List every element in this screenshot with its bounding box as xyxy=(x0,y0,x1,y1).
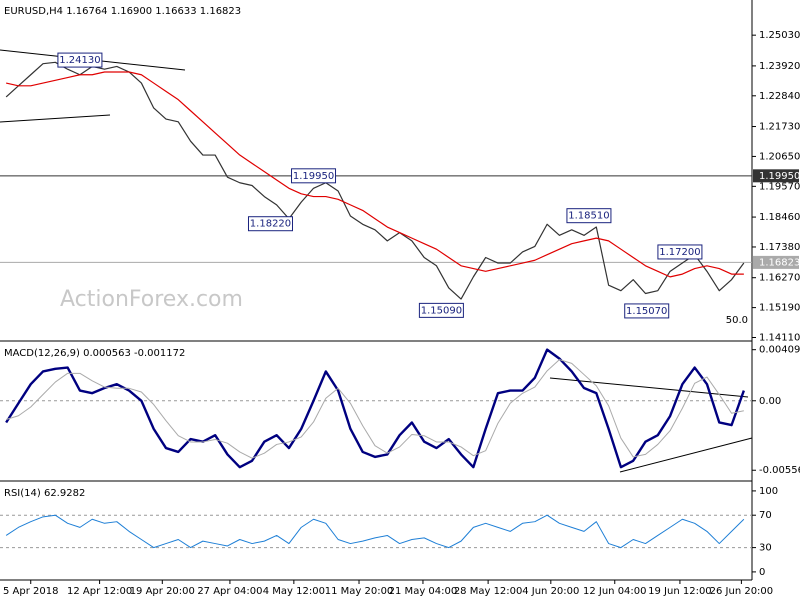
y-tick-label: 1.15190 xyxy=(759,303,800,314)
annotation-label: 1.19950 xyxy=(293,171,334,182)
trend-line xyxy=(0,114,111,123)
annotation-box xyxy=(418,302,464,318)
panel-title: RSI(14) 62.9282 xyxy=(4,488,85,499)
level-note: 50.0 xyxy=(726,315,748,326)
x-tick-label: 12 Jun 04:00 xyxy=(583,586,647,597)
annotation-label: 1.15090 xyxy=(421,305,462,316)
y-tick-label: -0.005568 xyxy=(759,465,800,476)
x-tick-label: 21 May 04:00 xyxy=(389,586,458,597)
x-tick-label: 27 Apr 04:00 xyxy=(197,586,262,597)
series-line xyxy=(6,71,744,278)
annotation-label: 1.18220 xyxy=(250,219,291,230)
y-tick-label: 0 xyxy=(759,567,765,578)
series-line xyxy=(5,514,745,549)
y-tick-label: 0.00 xyxy=(759,396,781,407)
annotation-label: 1.18510 xyxy=(568,211,609,222)
price-label: 1.19950 xyxy=(759,171,800,182)
trend-line xyxy=(549,377,749,398)
x-tick-label: 19 Apr 20:00 xyxy=(130,586,195,597)
annotation-box xyxy=(247,216,293,232)
x-tick-label: 26 Jun 20:00 xyxy=(710,586,774,597)
x-tick-label: 12 Apr 12:00 xyxy=(67,586,132,597)
price-label: 1.16823 xyxy=(759,257,800,268)
y-tick-label: 1.25030 xyxy=(759,30,800,41)
y-tick-label: 1.16270 xyxy=(759,273,800,284)
y-tick-label: 0.004094 xyxy=(759,345,800,356)
trend-line xyxy=(619,437,753,473)
x-tick-label: 4 May 12:00 xyxy=(263,586,325,597)
annotation-box xyxy=(57,52,103,68)
y-tick-label: 1.19570 xyxy=(759,181,800,192)
x-tick-label: 28 May 12:00 xyxy=(454,586,523,597)
annotation-label: 1.17200 xyxy=(659,247,700,258)
y-tick-label: 70 xyxy=(759,510,772,521)
series-line xyxy=(6,359,744,459)
series-line xyxy=(5,348,745,469)
y-tick-label: 1.21730 xyxy=(759,122,800,133)
annotation-box xyxy=(291,168,337,184)
x-tick-label: 5 Apr 2018 xyxy=(3,586,58,597)
y-tick-label: 30 xyxy=(759,543,772,554)
x-tick-label: 19 Jun 12:00 xyxy=(648,586,712,597)
y-tick-label: 1.20650 xyxy=(759,151,800,162)
y-tick-label: 1.22840 xyxy=(759,91,800,102)
y-tick-label: 1.17380 xyxy=(759,242,800,253)
annotation-label: 1.24130 xyxy=(59,55,100,66)
watermark: ActionForex.com xyxy=(60,287,243,312)
price-label-box xyxy=(753,255,799,269)
annotation-box xyxy=(624,303,670,319)
x-tick-label: 11 May 20:00 xyxy=(325,586,394,597)
y-tick-label: 1.23920 xyxy=(759,61,800,72)
panel-title: MACD(12,26,9) 0.000563 -0.001172 xyxy=(4,348,185,359)
annotation-box xyxy=(566,208,612,224)
x-tick-label: 4 Jun 20:00 xyxy=(522,586,579,597)
annotation-box xyxy=(657,244,703,260)
y-tick-label: 1.18460 xyxy=(759,212,800,223)
y-tick-label: 100 xyxy=(759,486,778,497)
y-tick-label: 1.14110 xyxy=(759,333,800,344)
panel-title: EURUSD,H4 1.16764 1.16900 1.16633 1.1682… xyxy=(4,6,241,17)
annotation-label: 1.15070 xyxy=(626,306,667,317)
price-label-box xyxy=(753,169,799,183)
